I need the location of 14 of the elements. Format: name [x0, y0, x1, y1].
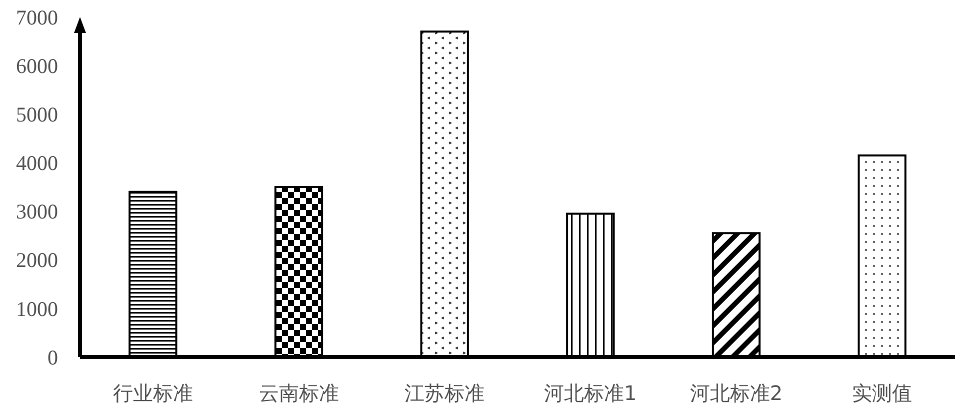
- y-tick-label: 7000: [16, 5, 58, 30]
- y-tick-label: 1000: [16, 296, 58, 321]
- x-tick-label: 江苏标准: [404, 381, 485, 405]
- y-tick-label: 3000: [16, 200, 58, 224]
- y-tick-label: 4000: [16, 151, 58, 176]
- x-tick-label: 实测值: [852, 381, 912, 405]
- y-tick-label: 2000: [16, 248, 58, 272]
- x-tick-label: 河北标准2: [690, 381, 783, 405]
- y-tick-label: 5000: [16, 102, 58, 126]
- y-tick-label: 6000: [16, 54, 58, 78]
- y-tick-label: 0: [48, 345, 58, 370]
- x-tick-label: 河北标准1: [544, 381, 637, 405]
- x-tick-label: 行业标准: [112, 381, 193, 405]
- x-tick-label: 云南标准: [258, 381, 339, 405]
